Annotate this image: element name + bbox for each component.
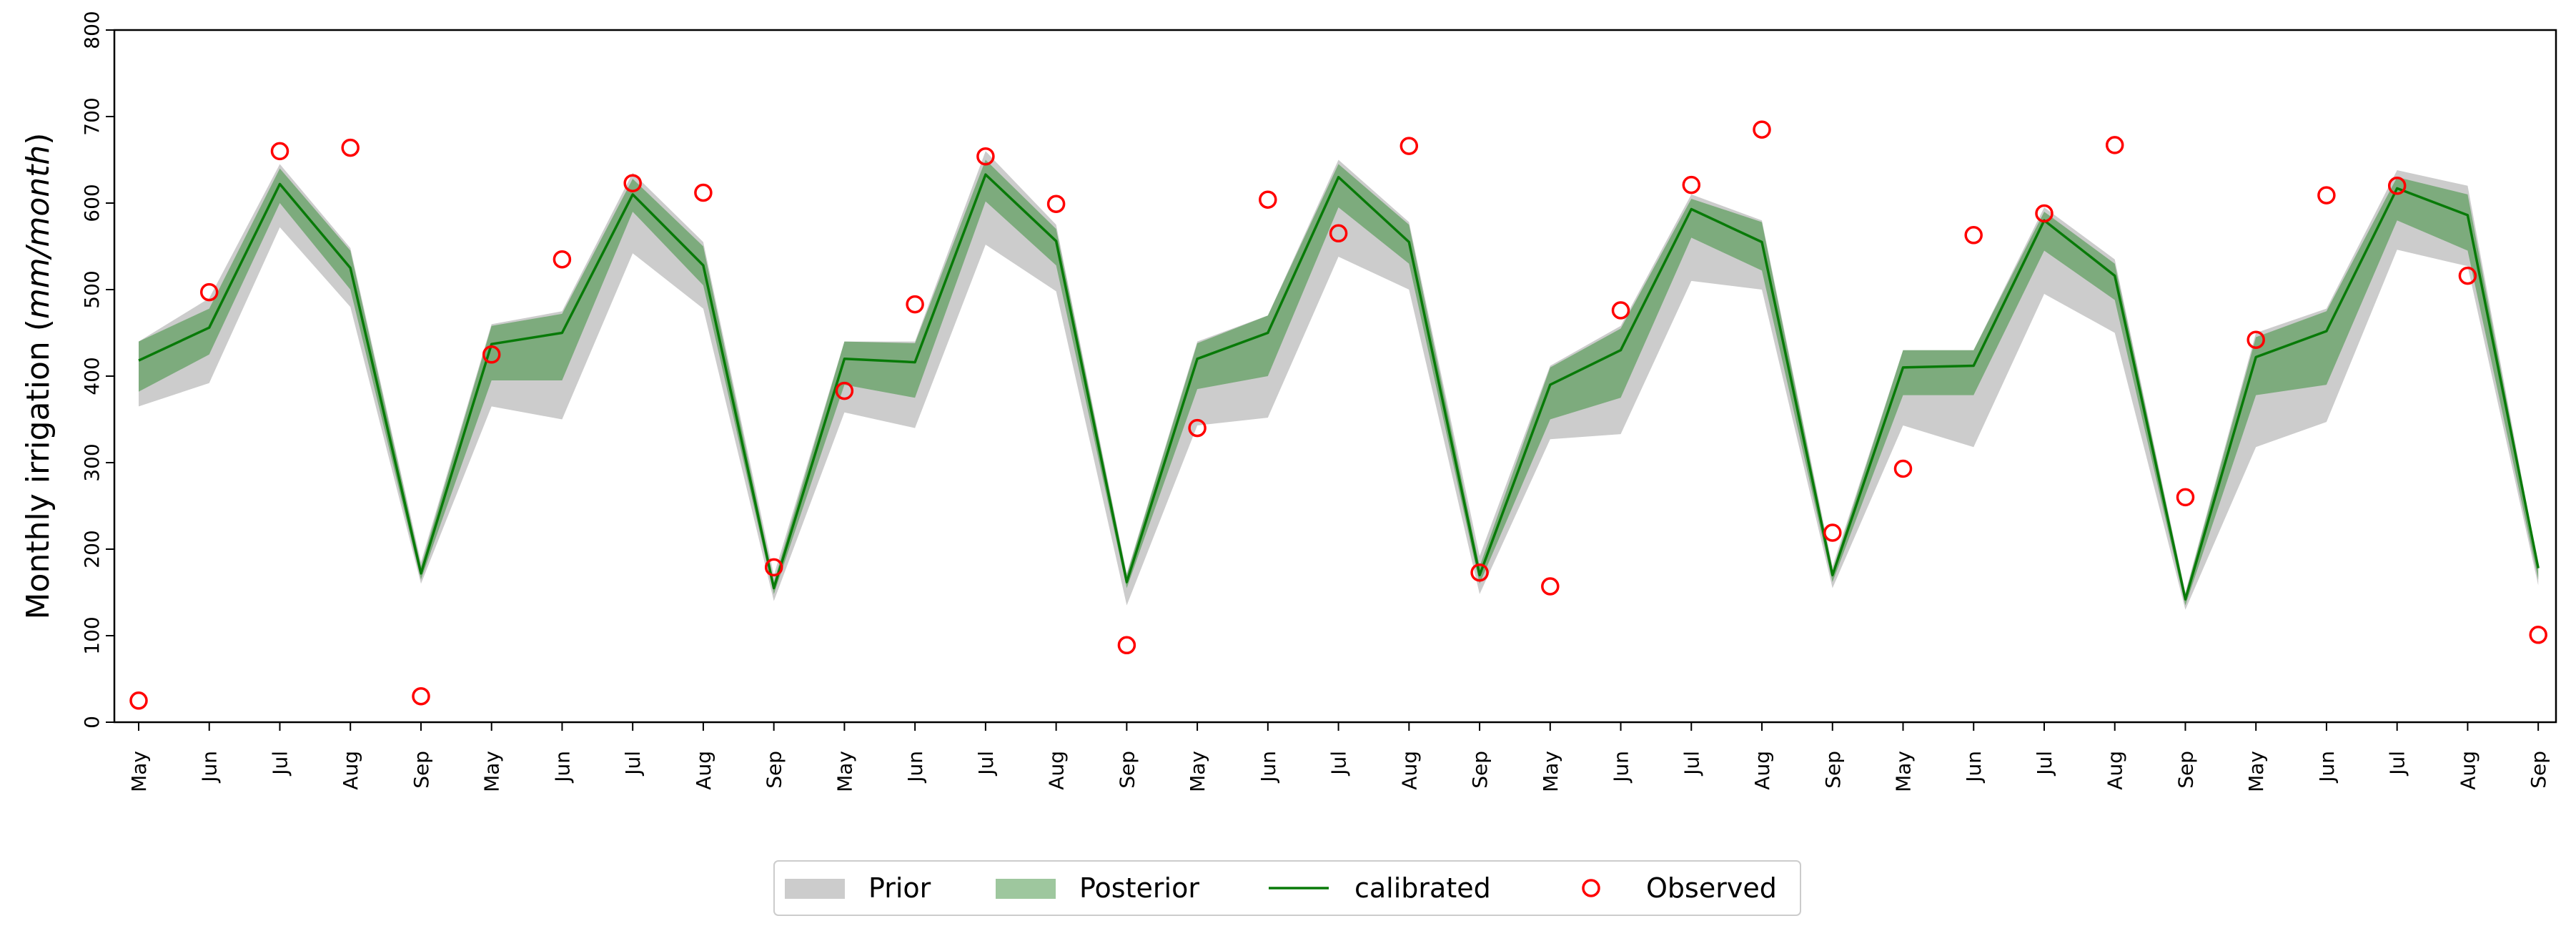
legend-prior-label: Prior (868, 872, 931, 904)
y-tick-label: 600 (80, 184, 104, 222)
observed-point (270, 142, 289, 161)
observed-points-layer (129, 120, 2547, 710)
y-tick-label: 400 (80, 357, 104, 395)
legend-observed-label: Observed (1646, 872, 1777, 904)
x-tick-label: Jul (268, 751, 292, 777)
x-tick-label: Sep (2174, 751, 2197, 789)
x-tick-label: May (1892, 751, 1916, 792)
legend-posterior-swatch (996, 879, 1056, 899)
observed-point (1188, 418, 1207, 438)
x-tick-label: May (480, 751, 504, 792)
legend-prior-swatch (785, 879, 845, 899)
x-tick-label: Aug (1045, 751, 1069, 790)
x-tick-label: May (2244, 751, 2268, 792)
x-tick-label: May (1539, 751, 1562, 792)
x-tick-label: Jun (1257, 751, 1280, 784)
observed-point (623, 174, 642, 192)
observed-point (1964, 226, 1983, 245)
prior-band-layer (139, 151, 2539, 610)
x-axis: May Jun Jul Aug Sep May Jun Jul Aug Sep May Jun Jul A… (127, 722, 2550, 792)
x-tick-label: Jul (2033, 751, 2056, 777)
observed-point (1893, 459, 1913, 478)
legend-observed-marker (1582, 879, 1600, 897)
y-axis: 0 100 200 300 400 500 600 700 800 (80, 11, 114, 729)
x-tick-label: Aug (2456, 751, 2480, 790)
observed-point (1259, 190, 1277, 209)
y-tick-label: 700 (80, 97, 104, 135)
x-tick-label: Aug (1397, 751, 1421, 790)
prior-band (139, 151, 2539, 610)
y-tick-label: 0 (80, 716, 104, 729)
x-tick-label: Jun (903, 751, 927, 784)
observed-point (2176, 488, 2195, 507)
observed-point (1541, 577, 1560, 596)
y-axis-label-prefix: Monthly irrigation ( (20, 319, 56, 619)
x-tick-label: Aug (692, 751, 715, 790)
observed-point (694, 183, 713, 202)
y-axis-label: Monthly irrigation (mm/month) (20, 133, 56, 620)
observed-point (2105, 136, 2124, 154)
y-tick-label: 100 (80, 616, 104, 654)
observed-point (1611, 301, 1630, 320)
observed-point (2035, 204, 2054, 223)
observed-point (2529, 626, 2547, 644)
x-tick-label: Aug (1750, 751, 1774, 790)
y-axis-label-suffix: ) (20, 133, 56, 145)
observed-point (764, 558, 783, 577)
observed-point (2387, 177, 2407, 195)
observed-point (1400, 137, 1419, 155)
observed-point (835, 381, 854, 400)
observed-point (1046, 194, 1066, 213)
y-tick-label: 200 (80, 530, 104, 568)
y-axis-label-unit: mm/month (20, 145, 56, 319)
observed-point (906, 295, 924, 314)
observed-point (1753, 120, 1771, 139)
observed-point (1682, 175, 1701, 194)
legend: Prior Posterior calibrated Observed (773, 860, 1801, 916)
observed-point (1117, 636, 1136, 655)
x-tick-label: Jun (1610, 751, 1633, 784)
observed-point (553, 250, 572, 269)
observed-point (2458, 266, 2477, 285)
x-tick-label: Jul (1680, 751, 1703, 777)
calibrated-line-layer (138, 173, 2540, 601)
observed-point (976, 147, 995, 166)
observed-point (341, 138, 360, 157)
x-tick-label: Jun (1962, 751, 1986, 784)
x-tick-label: Sep (1468, 751, 1492, 789)
x-tick-label: Aug (339, 751, 362, 790)
x-tick-label: Jun (198, 751, 222, 784)
x-tick-label: Jul (974, 751, 998, 777)
observed-point (482, 345, 501, 364)
y-tick-label: 500 (80, 270, 104, 308)
observed-point (2317, 186, 2336, 205)
x-tick-label: Jul (2386, 751, 2409, 777)
y-tick-label: 800 (80, 11, 104, 49)
x-tick-label: Jun (2315, 751, 2339, 784)
x-tick-label: May (833, 751, 856, 792)
x-tick-label: Sep (763, 751, 786, 789)
x-tick-label: Jun (550, 751, 574, 784)
observed-point (412, 686, 430, 706)
observed-point (1329, 224, 1348, 243)
x-tick-label: Sep (2527, 751, 2550, 789)
observed-point (129, 691, 148, 710)
x-tick-label: Sep (1821, 751, 1845, 789)
x-tick-label: Sep (1115, 751, 1139, 789)
observed-point (1470, 563, 1489, 582)
observed-point (2246, 330, 2265, 349)
legend-posterior-label: Posterior (1079, 872, 1199, 904)
y-tick-label: 300 (80, 443, 104, 481)
x-tick-label: May (127, 751, 151, 792)
x-tick-label: Jul (1327, 751, 1351, 777)
legend-calibrated-label: calibrated (1354, 872, 1491, 904)
x-tick-label: Sep (410, 751, 433, 789)
x-tick-label: Jul (621, 751, 645, 777)
observed-point (1823, 523, 1842, 542)
calibrated-line (138, 173, 2540, 601)
x-tick-label: May (1186, 751, 1209, 792)
observed-point (199, 282, 219, 302)
x-tick-label: Aug (2104, 751, 2127, 790)
